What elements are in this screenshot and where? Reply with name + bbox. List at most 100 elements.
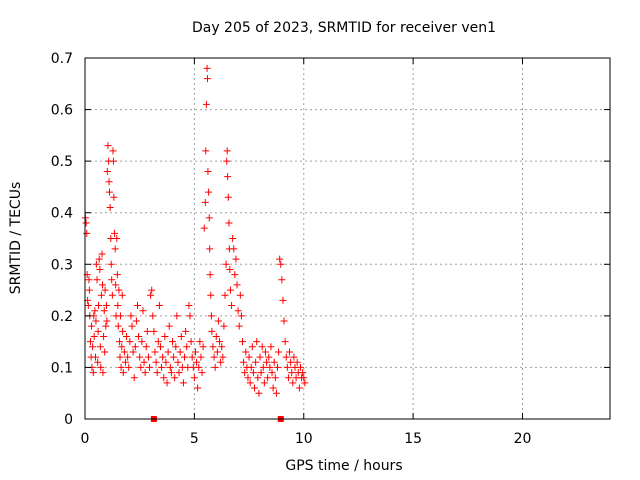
data-point [237,312,245,320]
data-point [85,276,93,284]
data-point [222,260,230,268]
data-point [175,369,183,377]
data-point [89,369,97,377]
data-point [140,358,148,366]
chart-title: Day 205 of 2023, SRMTID for receiver ven… [192,20,496,36]
data-point [110,193,118,201]
data-point [296,363,304,371]
data-point [299,369,307,377]
data-point [286,348,294,356]
data-point [93,276,101,284]
data-point [190,374,198,382]
data-point [153,369,161,377]
data-point [232,255,240,263]
data-point [119,369,127,377]
data-point [159,353,167,361]
data-point [105,178,113,186]
data-point [208,327,216,335]
data-point [223,157,231,165]
data-point [249,369,257,377]
data-point [252,358,260,366]
data-point [251,384,259,392]
data-point [167,369,175,377]
data-point [207,291,215,299]
data-point [207,312,215,320]
data-point [228,302,236,310]
data-point [171,374,179,382]
data-point [258,343,266,351]
data-point [274,363,281,371]
data-point [278,276,286,284]
data-point [205,214,213,222]
data-point [229,235,237,242]
data-point [165,322,173,330]
data-point [263,358,271,366]
data-point [121,358,129,366]
axis-ticks [84,57,610,420]
data-point [118,343,126,351]
data-point [183,343,191,351]
data-point [162,358,170,366]
data-point [134,302,141,310]
data-point [219,353,227,361]
data-point [247,363,255,371]
data-point [94,358,102,366]
data-point [261,348,269,356]
data-point [146,363,154,371]
data-point [101,286,109,294]
data-point [132,317,140,325]
data-point [126,338,134,346]
y-tick-label: 0.1 [51,360,73,376]
y-tick-labels: 0 0.1 0.2 0.3 0.4 0.5 0.6 0.7 [51,51,73,428]
data-point [86,338,94,346]
data-point [186,312,194,320]
data-point [234,307,242,315]
data-point [108,291,116,299]
data-point [200,224,208,232]
x-tick-label: 5 [190,431,199,447]
y-tick-label: 0 [64,412,73,428]
data-point [276,255,284,263]
data-point [236,291,244,299]
data-point [223,147,231,155]
data-point [226,286,234,294]
data-point [160,374,168,382]
data-points [81,64,309,422]
data-point [119,327,127,335]
x-tick-label: 15 [404,431,422,447]
data-point [123,332,131,340]
data-point [206,245,214,253]
data-point [242,348,250,356]
data-point [95,302,103,310]
y-tick-label: 0.3 [51,257,73,273]
data-point [287,358,295,366]
data-point [170,353,178,361]
data-point [279,296,287,304]
data-point [214,317,222,325]
data-point [108,276,116,284]
data-point [255,389,263,397]
data-point [116,353,124,361]
data-point [148,286,156,294]
data-point [216,338,224,346]
data-point [173,312,181,320]
data-point [90,332,98,340]
data-point [115,286,123,294]
data-point [102,322,110,330]
data-point [127,312,135,320]
data-point [116,312,124,320]
data-point [177,332,185,340]
data-point [295,384,303,392]
data-point [114,322,122,330]
data-point [84,302,92,310]
data-point [161,332,169,340]
data-point [260,379,268,387]
data-point [111,229,119,237]
data-point [268,369,276,377]
data-point [193,358,201,366]
data-point [239,338,246,346]
data-point [217,358,225,366]
data-point [277,260,285,268]
data-point [102,302,110,310]
